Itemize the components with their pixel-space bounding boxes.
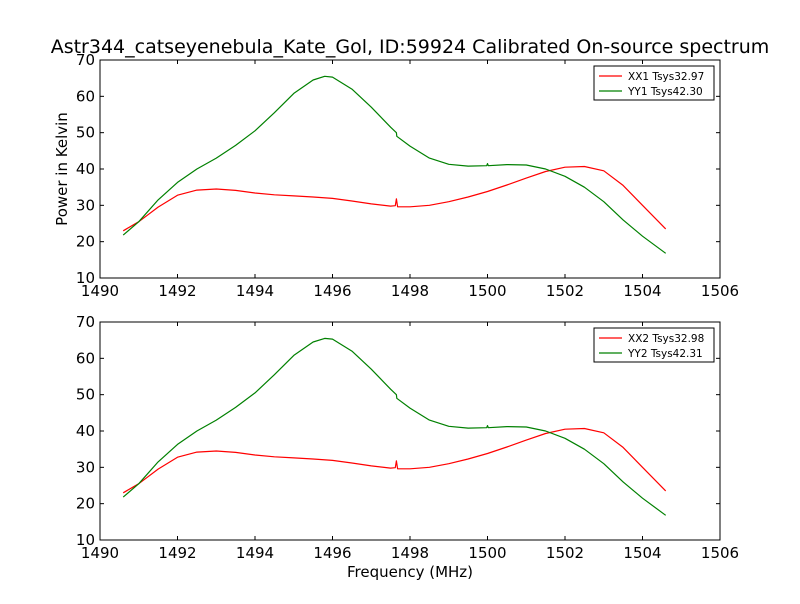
x-tick-label: 1500 <box>468 282 506 300</box>
x-tick-label: 1498 <box>391 544 429 562</box>
x-tick-label: 1498 <box>391 282 429 300</box>
x-tick-label: 1500 <box>468 544 506 562</box>
x-tick-label: 1502 <box>546 544 584 562</box>
y-tick-label: 10 <box>76 531 95 549</box>
x-tick-label: 1492 <box>158 544 196 562</box>
x-tick-label: 1502 <box>546 282 584 300</box>
y-tick-label: 10 <box>76 269 95 287</box>
y-tick-label: 30 <box>76 196 95 214</box>
legend-box <box>593 327 715 363</box>
legend: XX1 Tsys32.97 YY1 Tsys42.30 <box>593 65 715 101</box>
legend: XX2 Tsys32.98 YY2 Tsys42.31 <box>593 327 715 363</box>
x-tick-label: 1496 <box>313 544 351 562</box>
x-tick-label: 1496 <box>313 282 351 300</box>
y-tick-label: 40 <box>76 422 95 440</box>
legend-label: YY2 Tsys42.31 <box>627 348 703 360</box>
x-tick-label: 1506 <box>701 544 739 562</box>
y-tick-label: 20 <box>76 233 95 251</box>
y-tick-label: 60 <box>76 87 95 105</box>
x-axis-label: Frequency (MHz) <box>347 563 473 581</box>
x-tick-label: 1494 <box>236 544 274 562</box>
figure-title: Astr344_catseyenebula_Kate_Gol, ID:59924… <box>51 36 770 58</box>
y-tick-label: 50 <box>76 124 95 142</box>
series-line-2-1 <box>122 427 667 494</box>
y-tick-label: 70 <box>76 313 95 331</box>
subplots: 1490 1492 1494 1496 1498 1500 1502 1504 1506 10 20… <box>76 51 739 562</box>
series-line-1-1 <box>122 165 667 232</box>
y-tick-label: 20 <box>76 495 95 513</box>
x-tick-label: 1492 <box>158 282 196 300</box>
subplot-1: 1490 1492 1494 1496 1498 1500 1502 1504 1506 10 20… <box>76 51 739 300</box>
x-tick-label: 1506 <box>701 282 739 300</box>
legend-label: YY1 Tsys42.30 <box>627 86 703 98</box>
y-tick-label: 60 <box>76 349 95 367</box>
legend-box <box>593 65 715 101</box>
x-tick-label: 1490 <box>81 282 119 300</box>
legend-label: XX2 Tsys32.98 <box>628 333 704 345</box>
y-tick-label: 50 <box>76 386 95 404</box>
x-tick-label: 1494 <box>236 282 274 300</box>
x-tick-label: 1504 <box>623 282 661 300</box>
y-axis-label: Power in Kelvin <box>53 112 71 226</box>
legend-label: XX1 Tsys32.97 <box>628 71 704 83</box>
x-tick-label: 1504 <box>623 544 661 562</box>
y-tick-label: 30 <box>76 458 95 476</box>
series-line-2-2 <box>122 337 667 516</box>
y-tick-label: 40 <box>76 160 95 178</box>
y-tick-label: 70 <box>76 51 95 69</box>
x-tick-label: 1490 <box>81 544 119 562</box>
subplot-2: 1490 1492 1494 1496 1498 1500 1502 1504 1506 10 20… <box>76 313 739 562</box>
series-line-1-2 <box>122 75 667 254</box>
